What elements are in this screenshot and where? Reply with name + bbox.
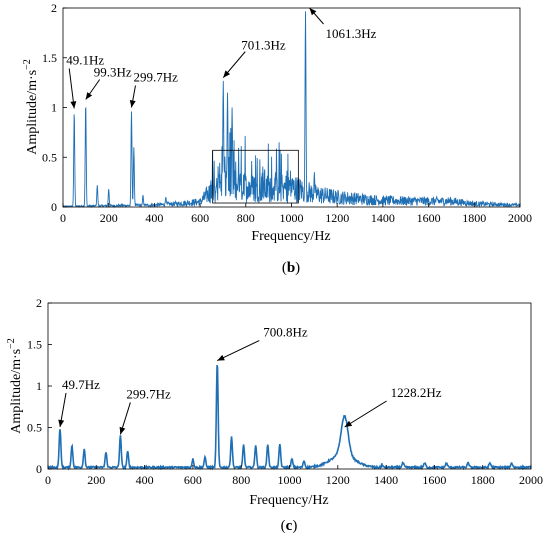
panel-c-series-line bbox=[47, 364, 532, 471]
panel-c-x-tick-label: 2000 bbox=[519, 473, 543, 487]
panel-b-caption-letter: b bbox=[287, 260, 295, 276]
panel-c-x-tick-label: 200 bbox=[87, 473, 105, 487]
panel-b-annotation-label: 299.7Hz bbox=[133, 69, 178, 84]
panel-b-y-axis-label-main: Amplitude/m·s bbox=[25, 70, 40, 155]
panel-c-x-tick-label: 1600 bbox=[422, 473, 446, 487]
panel-b-annotation-label: 1061.3Hz bbox=[326, 26, 377, 41]
panel-c-annotation-arrow-line bbox=[217, 340, 260, 362]
panel-c-y-tick-label: 0 bbox=[36, 462, 42, 476]
panel-c-y-axis-label-main: Amplitude/m·s bbox=[9, 349, 24, 434]
panel-b-y-axis-label: Amplitude/m·s−2 bbox=[22, 59, 40, 154]
panel-c-x-tick-label: 0 bbox=[45, 473, 51, 487]
panel-b-x-tick-label: 1600 bbox=[417, 211, 441, 225]
panel-c-y-tick-label: 2 bbox=[36, 296, 42, 310]
panel-c-x-ticks: 0 200 400 600 800 1000 1200 1400 1600 1800 2000 bbox=[45, 465, 543, 487]
panel-c-y-tick-label: 1.5 bbox=[27, 338, 42, 352]
panel-b-highlight-box bbox=[212, 149, 299, 204]
panel-c-x-axis-label: Frequency/Hz bbox=[249, 493, 328, 508]
panel-b-x-ticks: 0 200 400 600 800 1000 1200 1400 1600 1800 2000 bbox=[60, 203, 532, 225]
panel-b-annotation-label: 99.3Hz bbox=[94, 65, 132, 80]
panel-b-y-tick-label: 2 bbox=[51, 1, 57, 15]
panel-c-x-tick-label: 600 bbox=[184, 473, 202, 487]
panel-c-caption: (c) bbox=[281, 518, 298, 534]
panel-c-annotation-label: 299.7Hz bbox=[126, 386, 171, 401]
panel-b-annotation-label: 49.1Hz bbox=[66, 52, 104, 67]
panel-c-y-axis-label-exponent: −2 bbox=[6, 338, 17, 349]
panel-c-y-tick-label: 1 bbox=[36, 379, 42, 393]
panel-b-x-tick-label: 0 bbox=[60, 211, 66, 225]
panel-c-chart: 0 200 400 600 800 1000 1200 1400 1600 1800 2000 00… bbox=[6, 296, 543, 534]
panel-c-series bbox=[47, 364, 532, 471]
panel-c-annotation-label: 1228.2Hz bbox=[391, 385, 442, 400]
panel-b-y-tick-label: 1 bbox=[51, 101, 57, 115]
panel-b-y-tick-label: 1.5 bbox=[42, 51, 57, 65]
panel-c-y-tick-label: 0.5 bbox=[27, 421, 42, 435]
panel-b-x-tick-label: 1400 bbox=[371, 211, 395, 225]
panel-c-annotation-label: 49.7Hz bbox=[62, 377, 100, 392]
panel-b-x-tick-label: 200 bbox=[100, 211, 118, 225]
panel-b-x-tick-label: 400 bbox=[145, 211, 163, 225]
panel-b-y-tick-label: 0 bbox=[51, 200, 57, 214]
panel-b-annotation-arrow-head bbox=[70, 101, 77, 109]
panel-b-series bbox=[62, 11, 521, 209]
panel-c-annotation-arrow-head bbox=[217, 354, 225, 361]
panel-b-x-tick-label: 1000 bbox=[280, 211, 304, 225]
panel-c-x-tick-label: 1800 bbox=[471, 473, 495, 487]
panel-c-x-tick-label: 1000 bbox=[278, 473, 302, 487]
panel-b-y-axis-label-exponent: −2 bbox=[22, 59, 33, 70]
panel-c-y-axis-label: Amplitude/m·s−2 bbox=[6, 338, 24, 433]
panel-c-annotation-arrow-line bbox=[344, 400, 387, 428]
panel-b-y-ticks: 0 0.5 1 1.5 2 bbox=[42, 1, 67, 214]
panel-b-plot-frame bbox=[62, 7, 521, 208]
panel-b-series-line bbox=[62, 11, 521, 209]
panel-b-x-tick-label: 1800 bbox=[462, 211, 486, 225]
panel-c-x-tick-label: 1200 bbox=[326, 473, 350, 487]
panel-b-x-tick-label: 2000 bbox=[508, 211, 532, 225]
panel-b-annotation-arrow-head bbox=[129, 100, 136, 108]
panel-b-annotation-arrow-head bbox=[85, 92, 93, 100]
panel-c-annotation-arrow-head bbox=[58, 419, 65, 427]
panel-c-caption-letter: c bbox=[286, 518, 293, 534]
panel-b-x-tick-label: 1200 bbox=[325, 211, 349, 225]
panel-c-x-tick-label: 400 bbox=[136, 473, 154, 487]
panel-b-annotation-label: 701.3Hz bbox=[241, 38, 286, 53]
panel-b-caption: (b) bbox=[282, 260, 300, 276]
panel-c-annotations: 49.7Hz 299.7Hz 700.8Hz 1228.2Hz bbox=[58, 325, 442, 435]
panel-c-annotation-label: 700.8Hz bbox=[263, 325, 308, 340]
panel-c-annotation-arrow-head bbox=[344, 420, 353, 427]
panel-b-x-axis-label: Frequency/Hz bbox=[251, 229, 330, 244]
panel-b-y-tick-label: 0.5 bbox=[42, 150, 57, 164]
panel-c-annotation-arrow-head bbox=[119, 426, 126, 435]
panel-b-x-tick-label: 600 bbox=[191, 211, 209, 225]
panel-b-annotation-arrow-head bbox=[223, 70, 231, 78]
panel-c-x-tick-label: 1400 bbox=[374, 473, 398, 487]
panel-b-annotation-arrow-head bbox=[309, 7, 317, 16]
panel-b-x-tick-label: 800 bbox=[237, 211, 255, 225]
panel-c-x-tick-label: 800 bbox=[232, 473, 250, 487]
panel-c-y-ticks: 0 0.5 1 1.5 2 bbox=[27, 296, 52, 476]
panel-b-chart: 0 200 400 600 800 1000 1200 1400 1600 1800 2000 00… bbox=[22, 1, 532, 276]
